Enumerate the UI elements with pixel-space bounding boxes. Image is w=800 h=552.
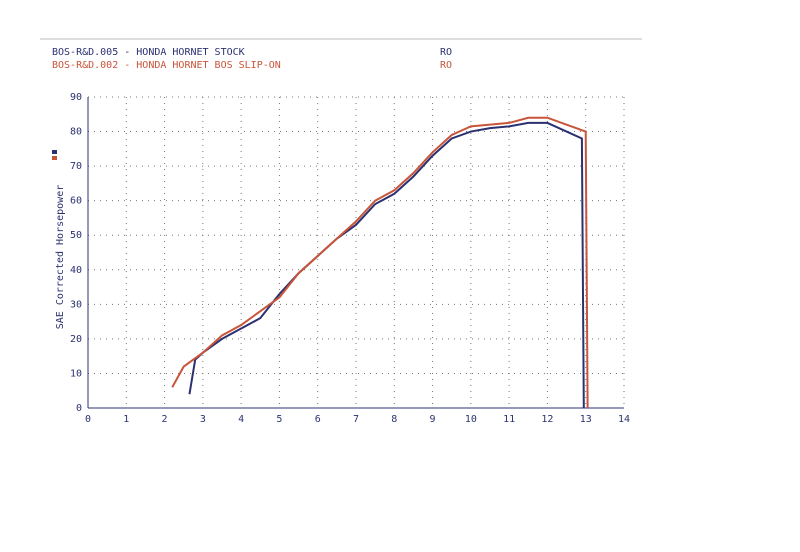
y-tick-label: 80 [70, 127, 82, 138]
x-tick-label: 3 [200, 414, 206, 425]
x-tick-label: 4 [238, 414, 244, 425]
y-tick-label: 40 [70, 265, 82, 276]
legend-chip [52, 156, 57, 160]
x-tick-label: 14 [618, 414, 630, 425]
y-tick-label: 60 [70, 196, 82, 207]
y-axis-label: SAE Corrected Horsepower [55, 185, 66, 330]
legend-note: RO [440, 60, 452, 71]
legend-chip [52, 150, 57, 154]
x-tick-label: 13 [580, 414, 592, 425]
y-tick-label: 20 [70, 334, 82, 345]
y-tick-label: 0 [76, 403, 82, 414]
legend-label: BOS-R&D.005 - HONDA HORNET STOCK [52, 47, 245, 58]
y-tick-label: 70 [70, 161, 82, 172]
x-tick-label: 7 [353, 414, 359, 425]
x-tick-label: 10 [465, 414, 477, 425]
y-tick-label: 50 [70, 230, 82, 241]
series-line [188, 121, 585, 409]
y-tick-label: 30 [70, 299, 82, 310]
y-tick-label: 90 [70, 92, 82, 103]
x-tick-label: 8 [391, 414, 397, 425]
x-tick-label: 0 [85, 414, 91, 425]
x-tick-label: 2 [162, 414, 168, 425]
x-tick-label: 1 [123, 414, 129, 425]
x-tick-label: 5 [276, 414, 282, 425]
series-line [171, 116, 589, 409]
x-tick-label: 6 [315, 414, 321, 425]
x-tick-label: 9 [430, 414, 436, 425]
x-tick-label: 11 [503, 414, 515, 425]
y-tick-label: 10 [70, 368, 82, 379]
x-tick-label: 12 [541, 414, 553, 425]
legend-label: BOS-R&D.002 - HONDA HORNET BOS SLIP-ON [52, 60, 281, 71]
legend-note: RO [440, 47, 452, 58]
chart-frame [40, 38, 642, 426]
